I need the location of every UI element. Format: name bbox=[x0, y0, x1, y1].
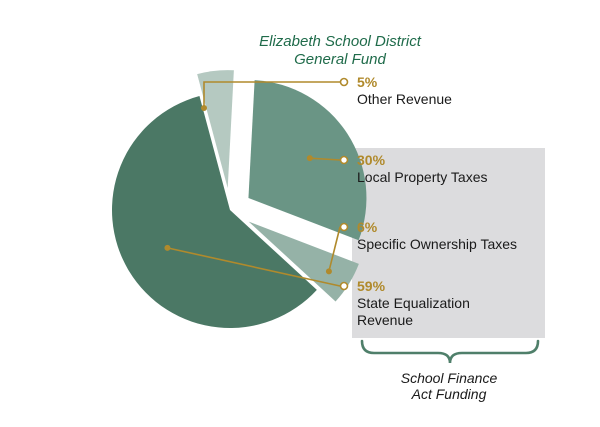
leader-line bbox=[328, 226, 341, 272]
leader-dot bbox=[325, 268, 332, 275]
leader-lines bbox=[164, 77, 349, 291]
pie-slices bbox=[112, 70, 367, 329]
pie-slice-30 bbox=[248, 80, 367, 241]
chart-title-line-1: Elizabeth School District bbox=[259, 33, 422, 50]
slice-category-label: Revenue bbox=[357, 312, 413, 328]
leader-dot bbox=[164, 244, 171, 251]
leader-line bbox=[167, 247, 341, 287]
leader-end-ring bbox=[339, 222, 349, 232]
slice-percent-label: 59% bbox=[357, 278, 386, 294]
slice-category-label: Local Property Taxes bbox=[357, 169, 487, 185]
pie-slice-5 bbox=[197, 70, 234, 189]
slice-category-label: State Equalization bbox=[357, 295, 470, 311]
leader-dot bbox=[306, 155, 313, 162]
brace-label-line-1: School Finance bbox=[401, 370, 498, 386]
slice-percent-label: 6% bbox=[357, 219, 378, 235]
brace-label-line-2: Act Funding bbox=[411, 386, 487, 402]
school-finance-group-box bbox=[352, 148, 545, 338]
slice-percent-label: 5% bbox=[357, 74, 378, 90]
slice-labels: 5%Other Revenue 30%Local Property Taxes 6%… bbox=[357, 74, 517, 328]
leader-end-ring bbox=[339, 155, 349, 165]
chart-title-line-2: General Fund bbox=[294, 51, 386, 68]
leader-line bbox=[203, 81, 340, 108]
pie-slice-6 bbox=[248, 221, 359, 302]
leader-end-ring bbox=[339, 77, 349, 87]
slice-category-label: Specific Ownership Taxes bbox=[357, 236, 517, 252]
slice-percent-label: 30% bbox=[357, 152, 386, 168]
school-finance-brace bbox=[360, 339, 540, 364]
leader-line bbox=[309, 157, 341, 161]
leader-dot bbox=[201, 105, 207, 111]
slice-category-label: Other Revenue bbox=[357, 91, 452, 107]
leader-end-ring bbox=[339, 281, 349, 291]
